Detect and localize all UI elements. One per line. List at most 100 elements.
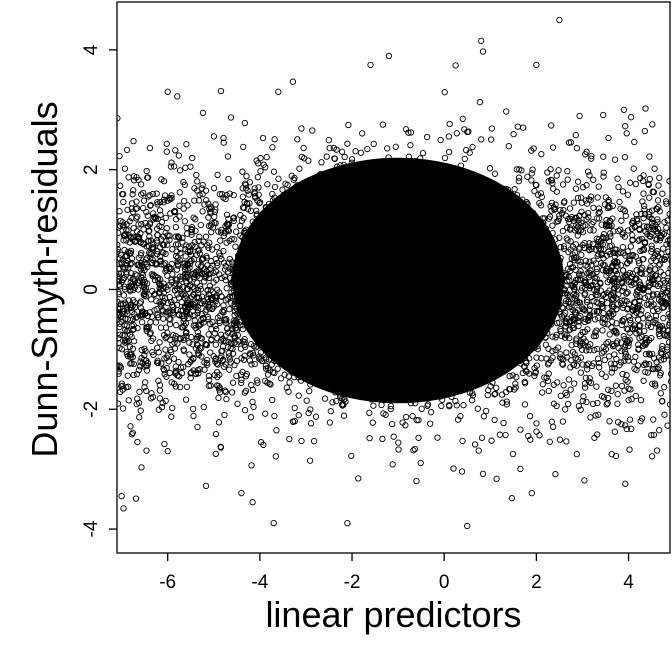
data-point: [664, 352, 670, 359]
data-point: [582, 279, 589, 287]
data-point: [405, 339, 413, 346]
data-point: [241, 204, 248, 212]
data-point: [555, 167, 562, 174]
data-point: [640, 190, 647, 197]
data-point: [581, 328, 589, 336]
data-point: [340, 412, 348, 419]
data-point: [665, 248, 670, 255]
data-point: [439, 396, 446, 403]
data-point: [151, 213, 158, 221]
data-point: [356, 219, 363, 226]
data-point: [614, 250, 621, 257]
data-point: [340, 161, 347, 169]
data-point: [173, 248, 180, 255]
data-point: [160, 249, 167, 256]
data-point: [586, 313, 593, 320]
data-point: [237, 345, 245, 352]
data-point: [247, 414, 255, 421]
data-point: [588, 245, 595, 253]
data-point: [422, 293, 430, 301]
data-point: [135, 399, 143, 406]
data-point: [593, 288, 600, 296]
data-point: [220, 134, 227, 142]
data-point: [249, 280, 256, 287]
data-point: [208, 326, 215, 333]
data-point: [371, 170, 378, 178]
data-point: [545, 387, 552, 395]
data-point: [641, 238, 649, 246]
data-point: [645, 283, 652, 290]
data-point: [636, 281, 644, 288]
data-point: [437, 351, 444, 358]
data-point: [643, 301, 651, 308]
data-point: [618, 279, 626, 286]
data-point: [579, 328, 586, 336]
data-point: [594, 194, 601, 201]
data-point: [324, 378, 332, 385]
data-point: [450, 227, 457, 234]
data-point: [255, 184, 262, 191]
data-point: [121, 285, 129, 293]
data-point: [584, 263, 591, 270]
data-point: [215, 419, 223, 426]
data-point: [476, 341, 483, 348]
data-point: [333, 175, 341, 182]
data-point: [426, 269, 434, 277]
data-point: [132, 495, 140, 502]
data-point: [570, 199, 577, 206]
data-point: [616, 198, 623, 206]
data-point: [284, 333, 291, 341]
data-point: [506, 258, 514, 265]
data-point: [120, 221, 127, 229]
data-point: [589, 400, 597, 408]
data-point: [238, 376, 245, 384]
data-point: [217, 237, 224, 244]
data-point: [365, 344, 372, 351]
data-point: [575, 314, 582, 321]
data-point: [516, 357, 524, 364]
data-point: [366, 434, 373, 442]
data-point: [127, 360, 134, 367]
data-point: [569, 325, 576, 332]
data-point: [146, 221, 154, 228]
data-point: [411, 317, 418, 325]
data-point: [429, 186, 436, 194]
data-point: [481, 339, 488, 347]
data-point: [623, 290, 630, 297]
data-point: [394, 205, 401, 212]
data-point: [334, 346, 341, 353]
data-point: [522, 318, 529, 325]
data-point: [453, 220, 460, 227]
data-point: [573, 145, 581, 152]
data-point: [405, 153, 413, 160]
data-point: [531, 187, 538, 195]
data-point: [543, 321, 550, 328]
data-point: [667, 378, 670, 385]
data-point: [583, 281, 590, 288]
data-point: [177, 335, 184, 343]
data-point: [381, 348, 389, 355]
data-point: [523, 341, 531, 348]
data-point: [247, 351, 254, 358]
data-point: [413, 204, 420, 211]
data-point: [476, 325, 483, 333]
data-point: [504, 223, 511, 230]
data-point: [117, 273, 123, 280]
data-point: [595, 314, 602, 322]
data-point: [441, 281, 448, 288]
data-point: [469, 244, 477, 251]
data-point: [483, 362, 490, 369]
data-point: [515, 346, 522, 353]
data-point: [336, 241, 343, 248]
data-point: [317, 299, 324, 306]
data-point: [417, 155, 424, 162]
data-point: [424, 259, 431, 267]
data-point: [572, 266, 579, 274]
data-point: [285, 259, 293, 266]
data-point: [607, 230, 614, 237]
data-point: [460, 402, 467, 409]
data-point: [209, 246, 216, 253]
data-point: [362, 229, 370, 236]
data-point: [548, 294, 555, 302]
data-point: [128, 259, 135, 267]
